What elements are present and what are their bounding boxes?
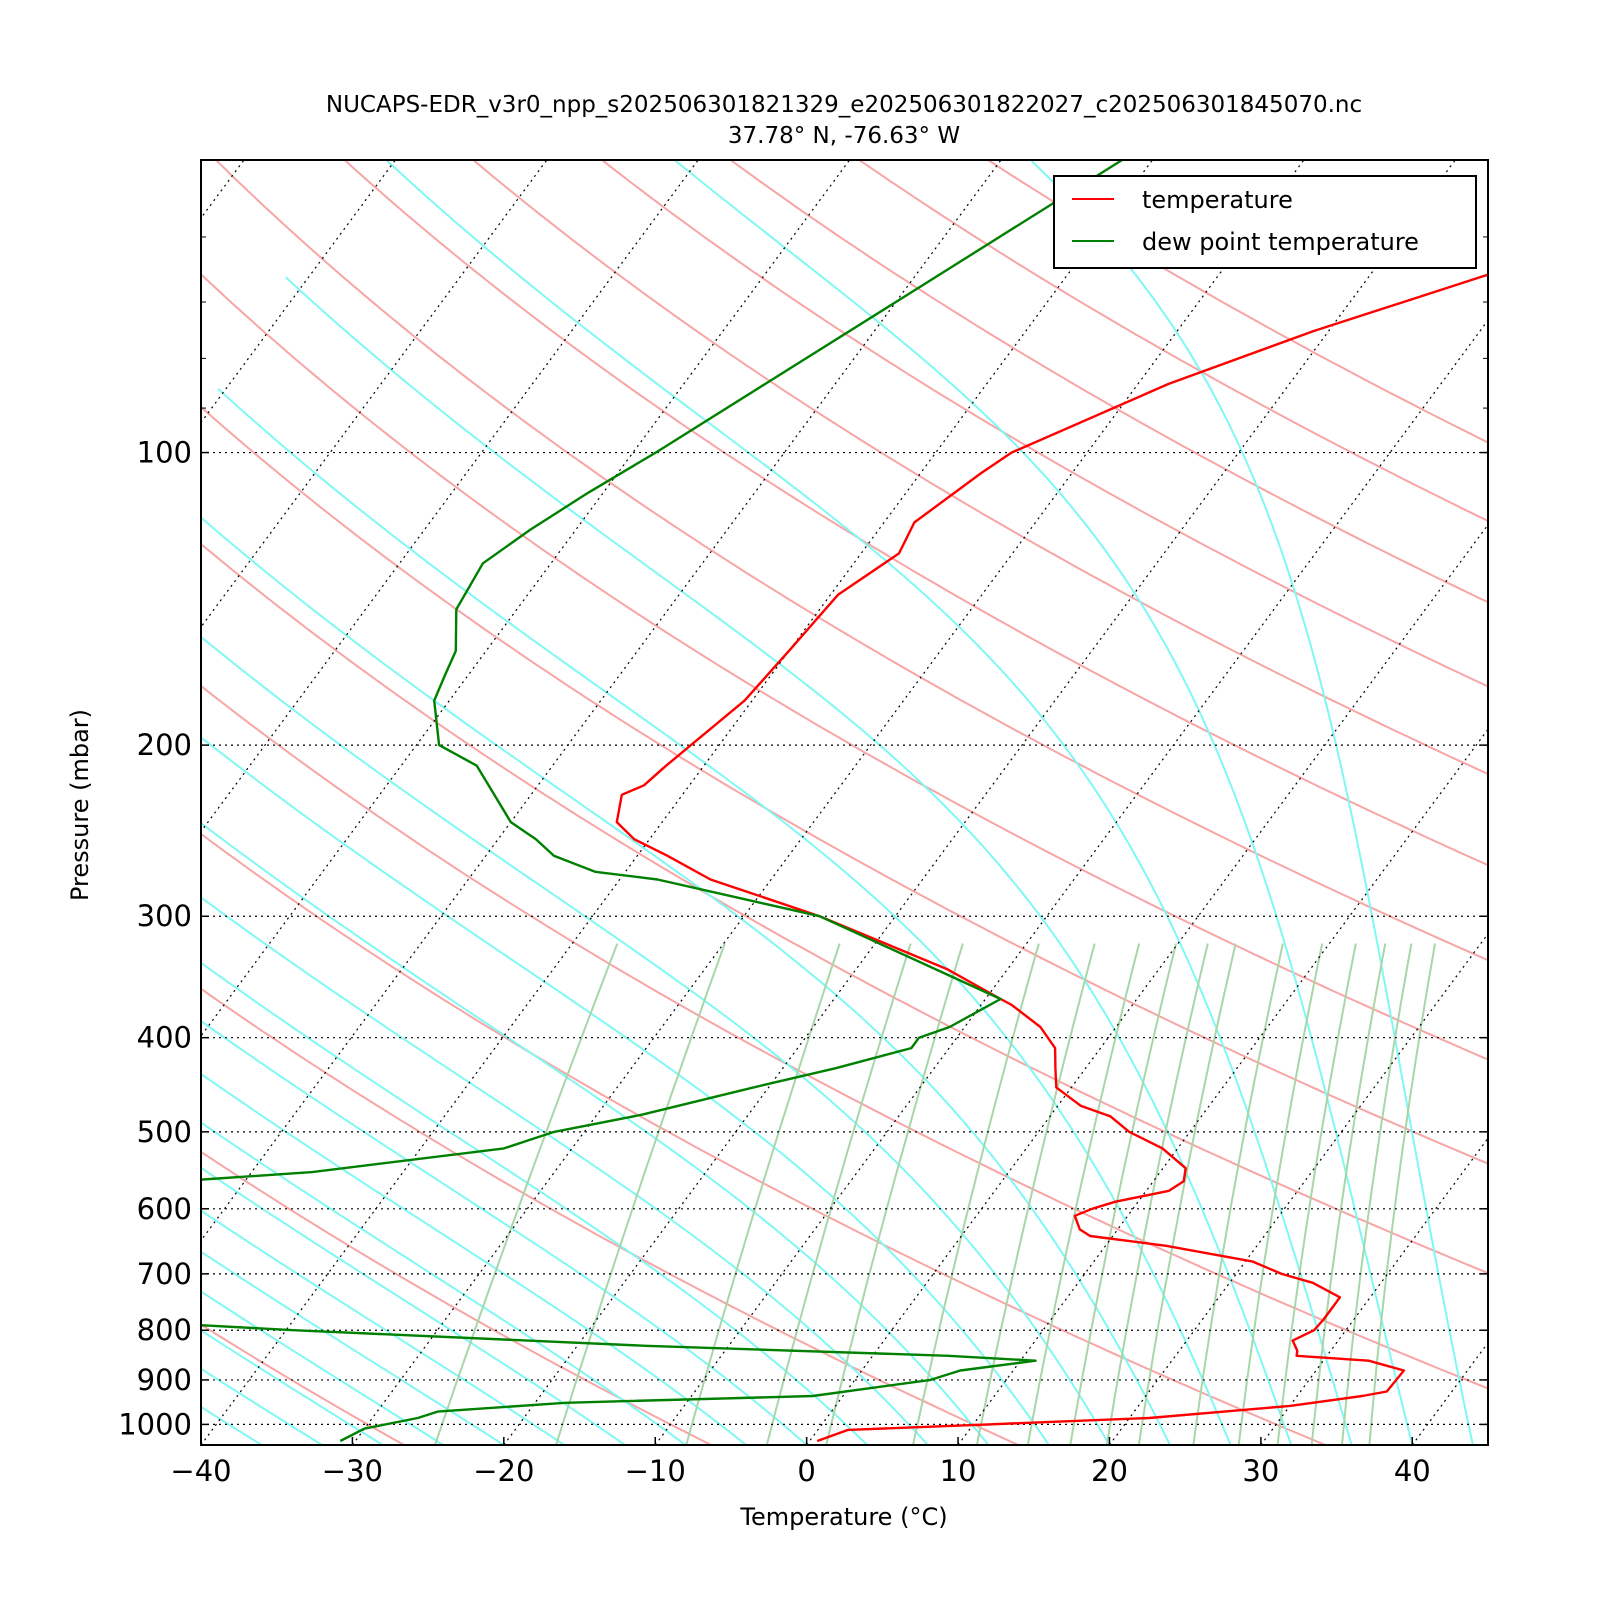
moist-adiabat-line xyxy=(217,388,1232,1445)
plot-frame xyxy=(200,159,1489,1446)
dew-point-line xyxy=(201,160,1123,1443)
moist-adiabat-line xyxy=(201,1072,747,1445)
plot-area xyxy=(200,159,1489,1446)
isotherm-gridline xyxy=(806,523,1488,1445)
y-tick-label: 200 xyxy=(137,728,192,762)
y-tick-label: 600 xyxy=(137,1192,192,1226)
moist-adiabat-line xyxy=(201,736,1050,1445)
thermodynamic-background xyxy=(201,160,1488,1445)
x-tick-label: 0 xyxy=(797,1454,815,1488)
mixing-ratio-line xyxy=(1026,943,1141,1445)
y-tick-label: 1000 xyxy=(118,1407,192,1441)
x-tick-label: 40 xyxy=(1394,1454,1431,1488)
mixing-ratio-line xyxy=(825,943,964,1445)
dry-adiabat-line xyxy=(472,160,1488,776)
x-tick-labels: −40 −30 −20 −10 0 10 20 30 40 xyxy=(170,1454,1430,1488)
moist-adiabat-line xyxy=(201,1329,384,1445)
series-lines xyxy=(201,160,1488,1443)
grid-lines xyxy=(201,160,1488,1445)
isotherm-gridline xyxy=(201,160,548,629)
x-tick-label: 20 xyxy=(1091,1454,1128,1488)
moist-adiabat-line xyxy=(201,635,1111,1445)
mixing-ratio-line xyxy=(434,943,619,1445)
mixing-ratio-line xyxy=(685,943,841,1445)
isotherm-gridline xyxy=(957,728,1488,1445)
y-axis-label: Pressure (mbar) xyxy=(66,709,94,901)
y-tick-label: 900 xyxy=(137,1363,192,1397)
legend: temperature dew point temperature xyxy=(1053,175,1477,269)
x-tick-label: 30 xyxy=(1242,1454,1279,1488)
mixing-ratio-line xyxy=(1237,943,1324,1445)
x-tick-label: −20 xyxy=(473,1454,534,1488)
isotherm-gridline xyxy=(201,160,396,424)
x-tick-label: 10 xyxy=(940,1454,977,1488)
dry-adiabat-line xyxy=(201,684,1488,1390)
mixing-ratio-line xyxy=(1192,943,1284,1445)
mixing-ratio-line xyxy=(1276,943,1357,1445)
moist-adiabat-line xyxy=(385,160,1353,1445)
isotherm-gridline xyxy=(654,319,1488,1445)
mixing-ratio-line xyxy=(555,943,726,1445)
mixing-ratio-line xyxy=(1310,943,1387,1445)
x-tick-label: −30 xyxy=(322,1454,383,1488)
moist-adiabat-line xyxy=(285,276,1293,1445)
moist-adiabat-line xyxy=(201,1019,808,1445)
legend-label-dew-point: dew point temperature xyxy=(1142,228,1419,256)
dry-adiabat-line xyxy=(730,160,1488,604)
y-tick-label: 300 xyxy=(137,899,192,933)
dry-adiabat-line xyxy=(987,160,1488,444)
dry-adiabat-line xyxy=(201,405,1488,1165)
mixing-ratio-line xyxy=(912,943,1040,1445)
moist-adiabat-line xyxy=(201,1290,444,1445)
moist-adiabat-line xyxy=(201,961,868,1445)
isotherm-gridline xyxy=(503,160,1456,1445)
moist-adiabat-line xyxy=(201,1209,565,1445)
isotherm-gridline xyxy=(201,160,699,833)
y-tick-labels: 100 200 300 400 500 600 700 800 900 1000 xyxy=(118,436,192,1442)
mixing-ratio-line xyxy=(975,943,1096,1445)
dry-adiabat-line xyxy=(201,272,1488,1061)
legend-frame xyxy=(1053,175,1477,269)
temperature-line xyxy=(615,273,1488,1443)
x-tick-label: −40 xyxy=(170,1454,231,1488)
moist-adiabat-line xyxy=(201,821,990,1445)
dry-adiabat-line xyxy=(201,832,1326,1445)
y-tick-label: 700 xyxy=(137,1257,192,1291)
moist-adiabat-line xyxy=(201,1367,323,1445)
moist-adiabat-line xyxy=(201,516,1171,1445)
moist-adiabat-line xyxy=(201,1250,505,1445)
isotherm-gridline xyxy=(201,160,851,1038)
mixing-ratio-line xyxy=(765,943,912,1445)
mixing-ratio-line xyxy=(1341,943,1413,1445)
moist-adiabat-line xyxy=(201,896,929,1445)
y-tick-label: 800 xyxy=(137,1313,192,1347)
moist-adiabat-line xyxy=(201,1121,687,1445)
moist-adiabat-line xyxy=(1030,160,1474,1445)
dry-adiabat-line xyxy=(601,160,1488,688)
dry-adiabat-line xyxy=(215,160,1488,962)
isotherm-gridline xyxy=(201,160,1153,1445)
dry-adiabat-line xyxy=(201,1150,712,1445)
isotherm-gridline xyxy=(351,160,1305,1445)
y-tick-label: 400 xyxy=(137,1021,192,1055)
mixing-ratio-line xyxy=(1368,943,1436,1445)
isotherm-gridline xyxy=(201,160,1002,1242)
chart-title: NUCAPS-EDR_v3r0_npp_s202506301821329_e20… xyxy=(326,92,1362,118)
chart-subtitle: 37.78° N, -76.63° W xyxy=(728,123,960,149)
y-tick-label: 100 xyxy=(137,436,192,470)
legend-label-temperature: temperature xyxy=(1142,186,1293,214)
x-tick-label: −10 xyxy=(625,1454,686,1488)
mixing-ratio-line xyxy=(1137,943,1237,1445)
tick-marks xyxy=(200,236,1488,1445)
y-tick-label: 500 xyxy=(137,1115,192,1149)
dry-adiabat-line xyxy=(201,987,1019,1445)
mixing-ratio-line xyxy=(1069,943,1177,1445)
dry-adiabat-line xyxy=(201,542,1488,1275)
x-axis-label: Temperature (°C) xyxy=(739,1503,947,1531)
